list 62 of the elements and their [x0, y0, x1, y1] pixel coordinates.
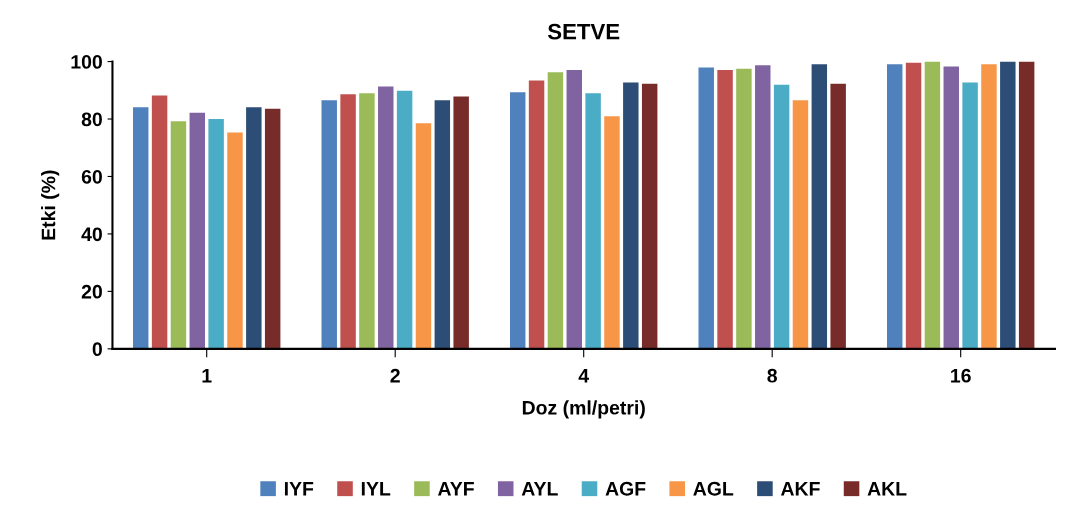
chart-title: SETVE: [547, 23, 620, 40]
bar: [359, 93, 375, 349]
bar: [981, 64, 997, 349]
bar: [1018, 61, 1035, 349]
bar: [566, 69, 582, 349]
y-tick-label: 60: [81, 169, 102, 184]
bar: [755, 65, 771, 349]
bar: [547, 72, 564, 349]
bar: [227, 132, 243, 349]
bar: [811, 64, 828, 349]
legend-label: IYF: [284, 482, 314, 496]
legend-label: AKF: [780, 482, 820, 496]
y-tick-label: 100: [71, 55, 102, 69]
legend-label: IYL: [361, 482, 391, 496]
bar: [717, 69, 733, 349]
bar: [340, 94, 356, 349]
bar: [641, 83, 658, 349]
bar: [623, 82, 639, 349]
bar: [151, 95, 168, 349]
bar: [415, 123, 432, 349]
bar: [189, 112, 206, 349]
y-tick-label: 20: [81, 284, 102, 299]
bar: [378, 86, 394, 349]
bar: [698, 67, 714, 349]
bar: [736, 68, 752, 349]
bar: [792, 100, 809, 349]
bar: [264, 108, 281, 349]
legend-label: AYF: [437, 482, 474, 496]
bar: [830, 83, 846, 349]
x-axis-title: Doz (ml/petri): [522, 400, 645, 419]
y-axis-title: Etki (%): [41, 170, 60, 240]
bar: [528, 80, 545, 349]
bar: [453, 96, 469, 349]
bar: [1000, 61, 1016, 349]
x-tick-label: 2: [390, 368, 400, 383]
y-tick-label: 80: [81, 112, 102, 127]
bar: [943, 66, 959, 349]
legend-label: AGL: [693, 481, 734, 496]
bar: [208, 119, 224, 349]
x-tick-label: 4: [578, 369, 589, 383]
x-tick-label: 16: [951, 368, 971, 383]
legend-label: AYL: [521, 482, 558, 496]
bar: [321, 100, 337, 349]
bar: [434, 100, 451, 349]
bar: [246, 107, 262, 349]
bar: [604, 116, 620, 349]
legend-label: AGF: [605, 481, 646, 496]
y-tick-label: 40: [81, 227, 102, 242]
x-tick-label: 1: [202, 369, 212, 383]
bar: [133, 107, 149, 349]
x-tick-label: 8: [767, 368, 777, 383]
bar: [396, 90, 413, 349]
bar: [773, 84, 790, 349]
bar: [170, 121, 187, 349]
bar: [509, 92, 526, 349]
y-tick-label: 0: [92, 342, 102, 357]
bar: [924, 61, 941, 349]
bar: [962, 82, 978, 349]
bar: [886, 64, 903, 349]
bar: [585, 93, 601, 349]
bar: [905, 62, 922, 349]
legend-label: AKL: [867, 482, 907, 496]
